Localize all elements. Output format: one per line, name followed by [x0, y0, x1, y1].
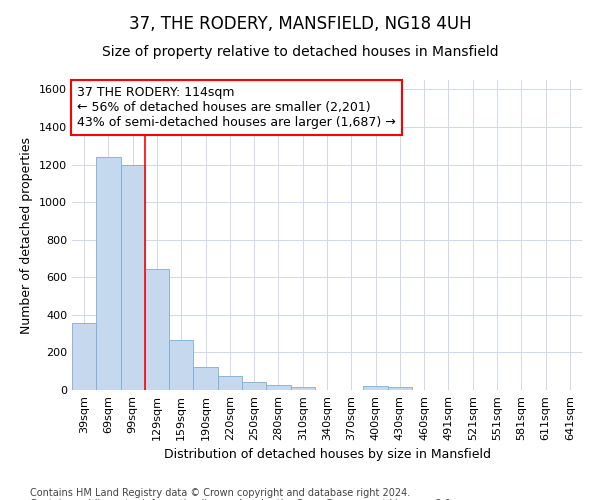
- Bar: [96, 157, 121, 390]
- X-axis label: Distribution of detached houses by size in Mansfield: Distribution of detached houses by size …: [163, 448, 491, 461]
- Y-axis label: Number of detached properties: Number of detached properties: [20, 136, 34, 334]
- Text: 37, THE RODERY, MANSFIELD, NG18 4UH: 37, THE RODERY, MANSFIELD, NG18 4UH: [128, 15, 472, 33]
- Bar: [193, 368, 218, 390]
- Bar: [242, 382, 266, 390]
- Bar: [290, 387, 315, 390]
- Bar: [145, 269, 169, 390]
- Text: Size of property relative to detached houses in Mansfield: Size of property relative to detached ho…: [101, 45, 499, 59]
- Bar: [364, 386, 388, 390]
- Bar: [169, 340, 193, 390]
- Bar: [218, 376, 242, 390]
- Text: Contains HM Land Registry data © Crown copyright and database right 2024.: Contains HM Land Registry data © Crown c…: [30, 488, 410, 498]
- Bar: [72, 324, 96, 390]
- Bar: [121, 166, 145, 390]
- Bar: [388, 387, 412, 390]
- Text: Contains public sector information licensed under the Open Government Licence v3: Contains public sector information licen…: [30, 499, 454, 500]
- Text: 37 THE RODERY: 114sqm
← 56% of detached houses are smaller (2,201)
43% of semi-d: 37 THE RODERY: 114sqm ← 56% of detached …: [77, 86, 396, 129]
- Bar: [266, 386, 290, 390]
